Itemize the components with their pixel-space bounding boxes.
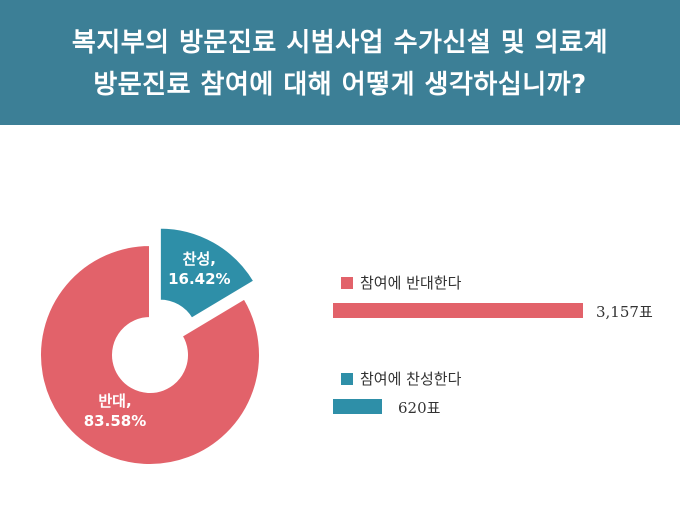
bar-value-oppose: 3,157표 xyxy=(596,303,653,321)
legend-label-support: 참여에 찬성한다 xyxy=(360,370,462,388)
legend-label-oppose: 참여에 반대한다 xyxy=(360,274,462,292)
donut-percent-oppose: 83.58% xyxy=(84,412,146,430)
bar-oppose xyxy=(333,303,583,318)
donut-chart: 반대, 83.58% 찬성, 16.42% xyxy=(39,226,261,466)
donut-label-oppose: 반대, xyxy=(98,392,131,410)
donut-slice-oppose xyxy=(39,243,261,466)
header-banner: 복지부의 방문진료 시범사업 수가신설 및 의료계 방문진료 참여에 대해 어떻… xyxy=(0,0,680,125)
donut-slice-support xyxy=(158,226,256,320)
legend-swatch-oppose xyxy=(341,276,353,289)
legend-support: 참여에 찬성한다 xyxy=(341,368,461,389)
donut-percent-support: 16.42% xyxy=(168,270,230,288)
donut-label-support: 찬성, xyxy=(183,250,216,268)
bar-support xyxy=(333,399,382,414)
page-title-line2: 방문진료 참여에 대해 어떻게 생각하십니까? xyxy=(93,70,587,100)
page-title-line1: 복지부의 방문진료 시범사업 수가신설 및 의료계 xyxy=(71,28,609,58)
bar-value-support: 620표 xyxy=(398,399,441,417)
legend-oppose: 참여에 반대한다 xyxy=(341,272,461,293)
legend-swatch-support xyxy=(341,372,353,385)
